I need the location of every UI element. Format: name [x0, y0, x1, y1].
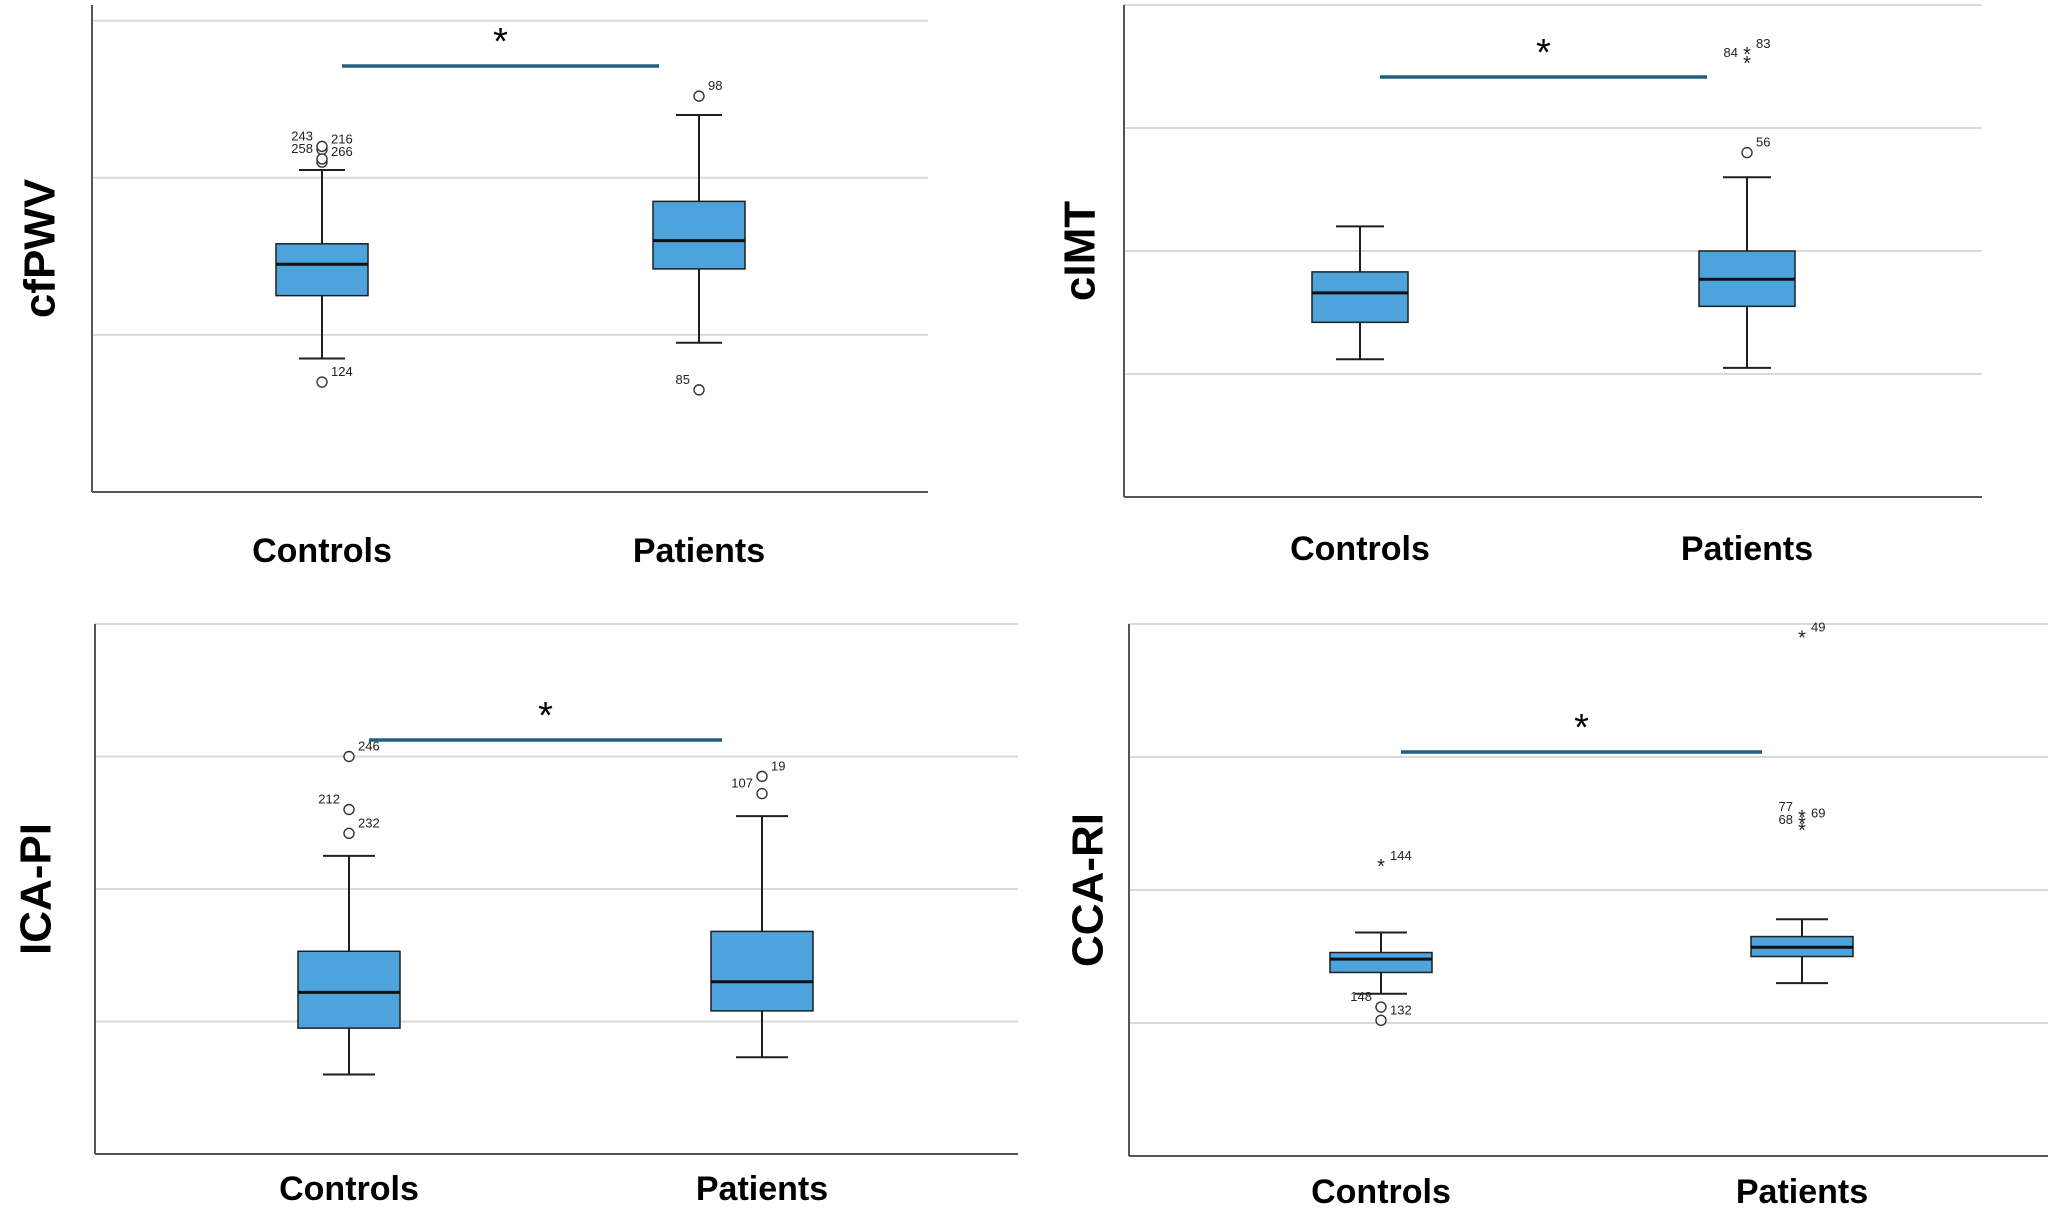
outlier-label: 19	[771, 758, 785, 773]
outlier-circle	[1375, 1001, 1387, 1013]
y-axis-title: ICA-PI	[12, 823, 61, 955]
box-patients: 19 107	[710, 758, 814, 1059]
outlier-label: 216	[331, 132, 353, 147]
box-controls: * 144 148 132	[1329, 848, 1433, 1027]
outlier-label: 77	[1779, 799, 1793, 814]
outlier-circle	[343, 827, 355, 840]
y-axis-title: cfPWV	[16, 178, 65, 318]
outlier-label: 84	[1724, 45, 1738, 60]
outlier-label: 124	[331, 364, 353, 379]
outlier-star: *	[1377, 856, 1385, 878]
chart-panel-ica-pi: ICA-PI Controls Patients 246 212 232 19 107 *	[12, 623, 1018, 1208]
x-tick-label-controls: Controls	[1290, 530, 1430, 568]
outlier-circle	[316, 153, 328, 165]
outlier-label: 266	[331, 144, 353, 159]
box-patients: * 83 * 84 56	[1698, 36, 1796, 369]
x-tick-label-controls: Controls	[279, 1170, 419, 1208]
box-controls	[1311, 225, 1409, 361]
y-axis-title: cIMT	[1056, 201, 1105, 301]
x-tick-label-controls: Controls	[252, 532, 392, 570]
iqr-box	[297, 950, 401, 1029]
x-tick-label-controls: Controls	[1311, 1173, 1451, 1208]
significance-star: *	[493, 21, 508, 63]
outlier-label: 69	[1811, 806, 1825, 821]
outlier-circle	[693, 384, 705, 396]
outlier-label: 144	[1390, 848, 1412, 863]
outlier-circle	[316, 376, 328, 388]
outlier-star: *	[1798, 820, 1806, 842]
iqr-box	[652, 200, 746, 270]
outlier-star: *	[1798, 814, 1806, 836]
outlier-star: *	[1743, 44, 1751, 66]
outlier-circle	[693, 90, 705, 102]
x-tick-label-patients: Patients	[1736, 1173, 1868, 1208]
significance-star: *	[538, 695, 553, 737]
iqr-box	[275, 243, 369, 297]
outlier-circle	[343, 803, 355, 816]
iqr-box	[710, 930, 814, 1012]
iqr-box	[1311, 271, 1409, 324]
box-controls: 216 243 266 258 124	[275, 128, 369, 388]
outlier-label: 85	[676, 372, 690, 387]
outlier-label: 148	[1350, 989, 1372, 1004]
outlier-label: 246	[358, 739, 380, 754]
iqr-box	[1329, 951, 1433, 974]
outlier-star: *	[1798, 807, 1806, 829]
y-axis-title: CCA-RI	[1064, 813, 1113, 967]
x-tick-label-patients: Patients	[696, 1170, 828, 1208]
outlier-circle	[343, 750, 355, 763]
outlier-label: 232	[358, 815, 380, 830]
outlier-label: 98	[708, 78, 722, 93]
outlier-star: *	[1798, 627, 1806, 649]
chart-panel-cca-ri: CCA-RI Controls Patients * 144 148 132 * 49 * 77 * 6…	[1064, 619, 2048, 1208]
outlier-label: 49	[1811, 619, 1825, 634]
outlier-label: 56	[1756, 135, 1770, 150]
box-patients: 98 85	[652, 78, 746, 396]
outlier-label: 83	[1756, 36, 1770, 51]
outlier-circle	[756, 787, 768, 800]
box-controls: 246 212 232	[297, 739, 401, 1076]
significance-star: *	[1536, 32, 1551, 74]
outlier-label: 243	[291, 128, 313, 143]
outlier-label: 258	[291, 141, 313, 156]
outlier-label: 68	[1779, 812, 1793, 827]
outlier-label: 132	[1390, 1002, 1412, 1017]
outlier-label: 107	[731, 776, 753, 791]
outlier-circle	[1741, 146, 1753, 159]
chart-panel-cfpwv: cfPWV Controls Patients 216 243 266 258 124 98 85…	[16, 5, 928, 570]
box-patients: * 49 * 77 * 69 * 68	[1750, 619, 1854, 985]
outlier-label: 212	[318, 792, 340, 807]
outlier-circle	[316, 140, 328, 153]
significance-star: *	[1574, 707, 1589, 749]
outlier-star: *	[1743, 53, 1751, 75]
outlier-circle	[756, 770, 768, 783]
outlier-circle	[1375, 1014, 1387, 1027]
x-tick-label-patients: Patients	[633, 532, 765, 570]
x-tick-label-patients: Patients	[1681, 530, 1813, 568]
chart-panel-cimt: cIMT Controls Patients * 83 * 84 56 *	[1056, 4, 1982, 568]
